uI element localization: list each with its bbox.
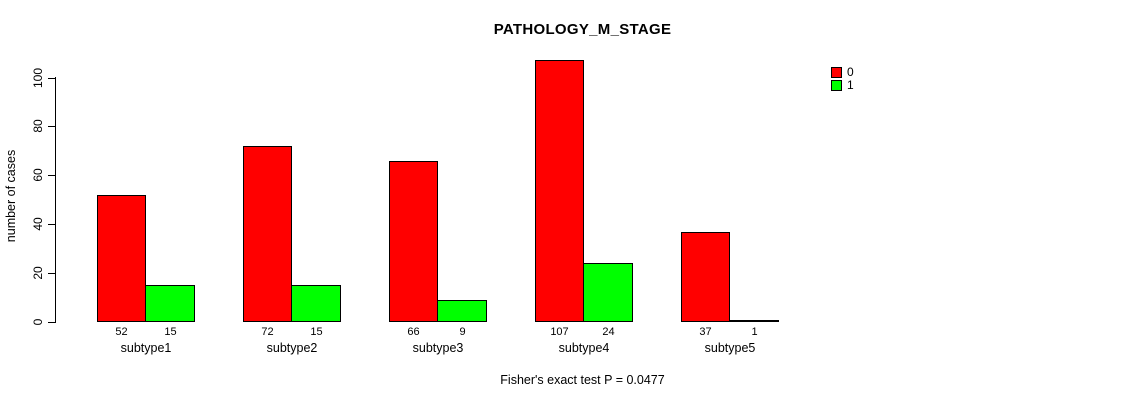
- chart-title: PATHOLOGY_M_STAGE: [493, 21, 672, 38]
- bar-subtype5-series-1: [729, 320, 779, 322]
- count-label-subtype2-series-1: 15: [310, 326, 323, 338]
- fisher-test-caption: Fisher's exact test P = 0.0477: [500, 373, 665, 387]
- bar-subtype1-series-0: [97, 195, 146, 322]
- bar-subtype3-series-0: [389, 161, 438, 322]
- bar-subtype2-series-0: [243, 146, 292, 322]
- count-label-subtype3-series-1: 9: [459, 326, 466, 338]
- y-tick-label-text: 0: [31, 318, 45, 326]
- count-label-subtype5-series-1: 1: [751, 326, 758, 338]
- y-tick-label-text: 20: [31, 266, 45, 280]
- category-label-subtype4: subtype4: [558, 341, 610, 355]
- bar-subtype4-series-1: [583, 263, 633, 322]
- bar-subtype3-series-1: [437, 300, 487, 322]
- bar-subtype1-series-1: [145, 285, 195, 322]
- y-tick-label-text: 60: [31, 168, 45, 182]
- legend-label: 0: [847, 65, 854, 79]
- y-tick-label-text: 80: [31, 119, 45, 133]
- y-tick-label-text: 40: [31, 217, 45, 231]
- legend-item-0: 0: [831, 66, 854, 79]
- bar-subtype2-series-1: [291, 285, 341, 322]
- category-label-subtype2: subtype2: [266, 341, 318, 355]
- y-axis-line: [55, 77, 56, 323]
- category-label-subtype3: subtype3: [412, 341, 464, 355]
- legend-swatch-icon: [831, 67, 842, 78]
- count-label-subtype3-series-0: 66: [407, 326, 420, 338]
- y-tick-60: [48, 175, 55, 176]
- y-tick-20: [48, 273, 55, 274]
- count-label-subtype4-series-0: 107: [550, 326, 569, 338]
- y-tick-80: [48, 126, 55, 127]
- category-label-subtype1: subtype1: [120, 341, 172, 355]
- category-label-subtype5: subtype5: [704, 341, 756, 355]
- count-label-subtype1-series-1: 15: [164, 326, 177, 338]
- y-axis-title-text: number of cases: [4, 149, 18, 243]
- count-label-subtype5-series-0: 37: [699, 326, 712, 338]
- bar-subtype5-series-0: [681, 232, 730, 322]
- y-tick-40: [48, 224, 55, 225]
- y-tick-label-text: 100: [31, 67, 45, 89]
- count-label-subtype4-series-1: 24: [602, 326, 615, 338]
- bar-subtype4-series-0: [535, 60, 584, 322]
- y-tick-100: [48, 78, 55, 79]
- legend-item-1: 1: [831, 79, 854, 92]
- legend-label: 1: [847, 78, 854, 92]
- y-tick-0: [48, 322, 55, 323]
- count-label-subtype1-series-0: 52: [115, 326, 128, 338]
- count-label-subtype2-series-0: 72: [261, 326, 274, 338]
- legend-swatch-icon: [831, 80, 842, 91]
